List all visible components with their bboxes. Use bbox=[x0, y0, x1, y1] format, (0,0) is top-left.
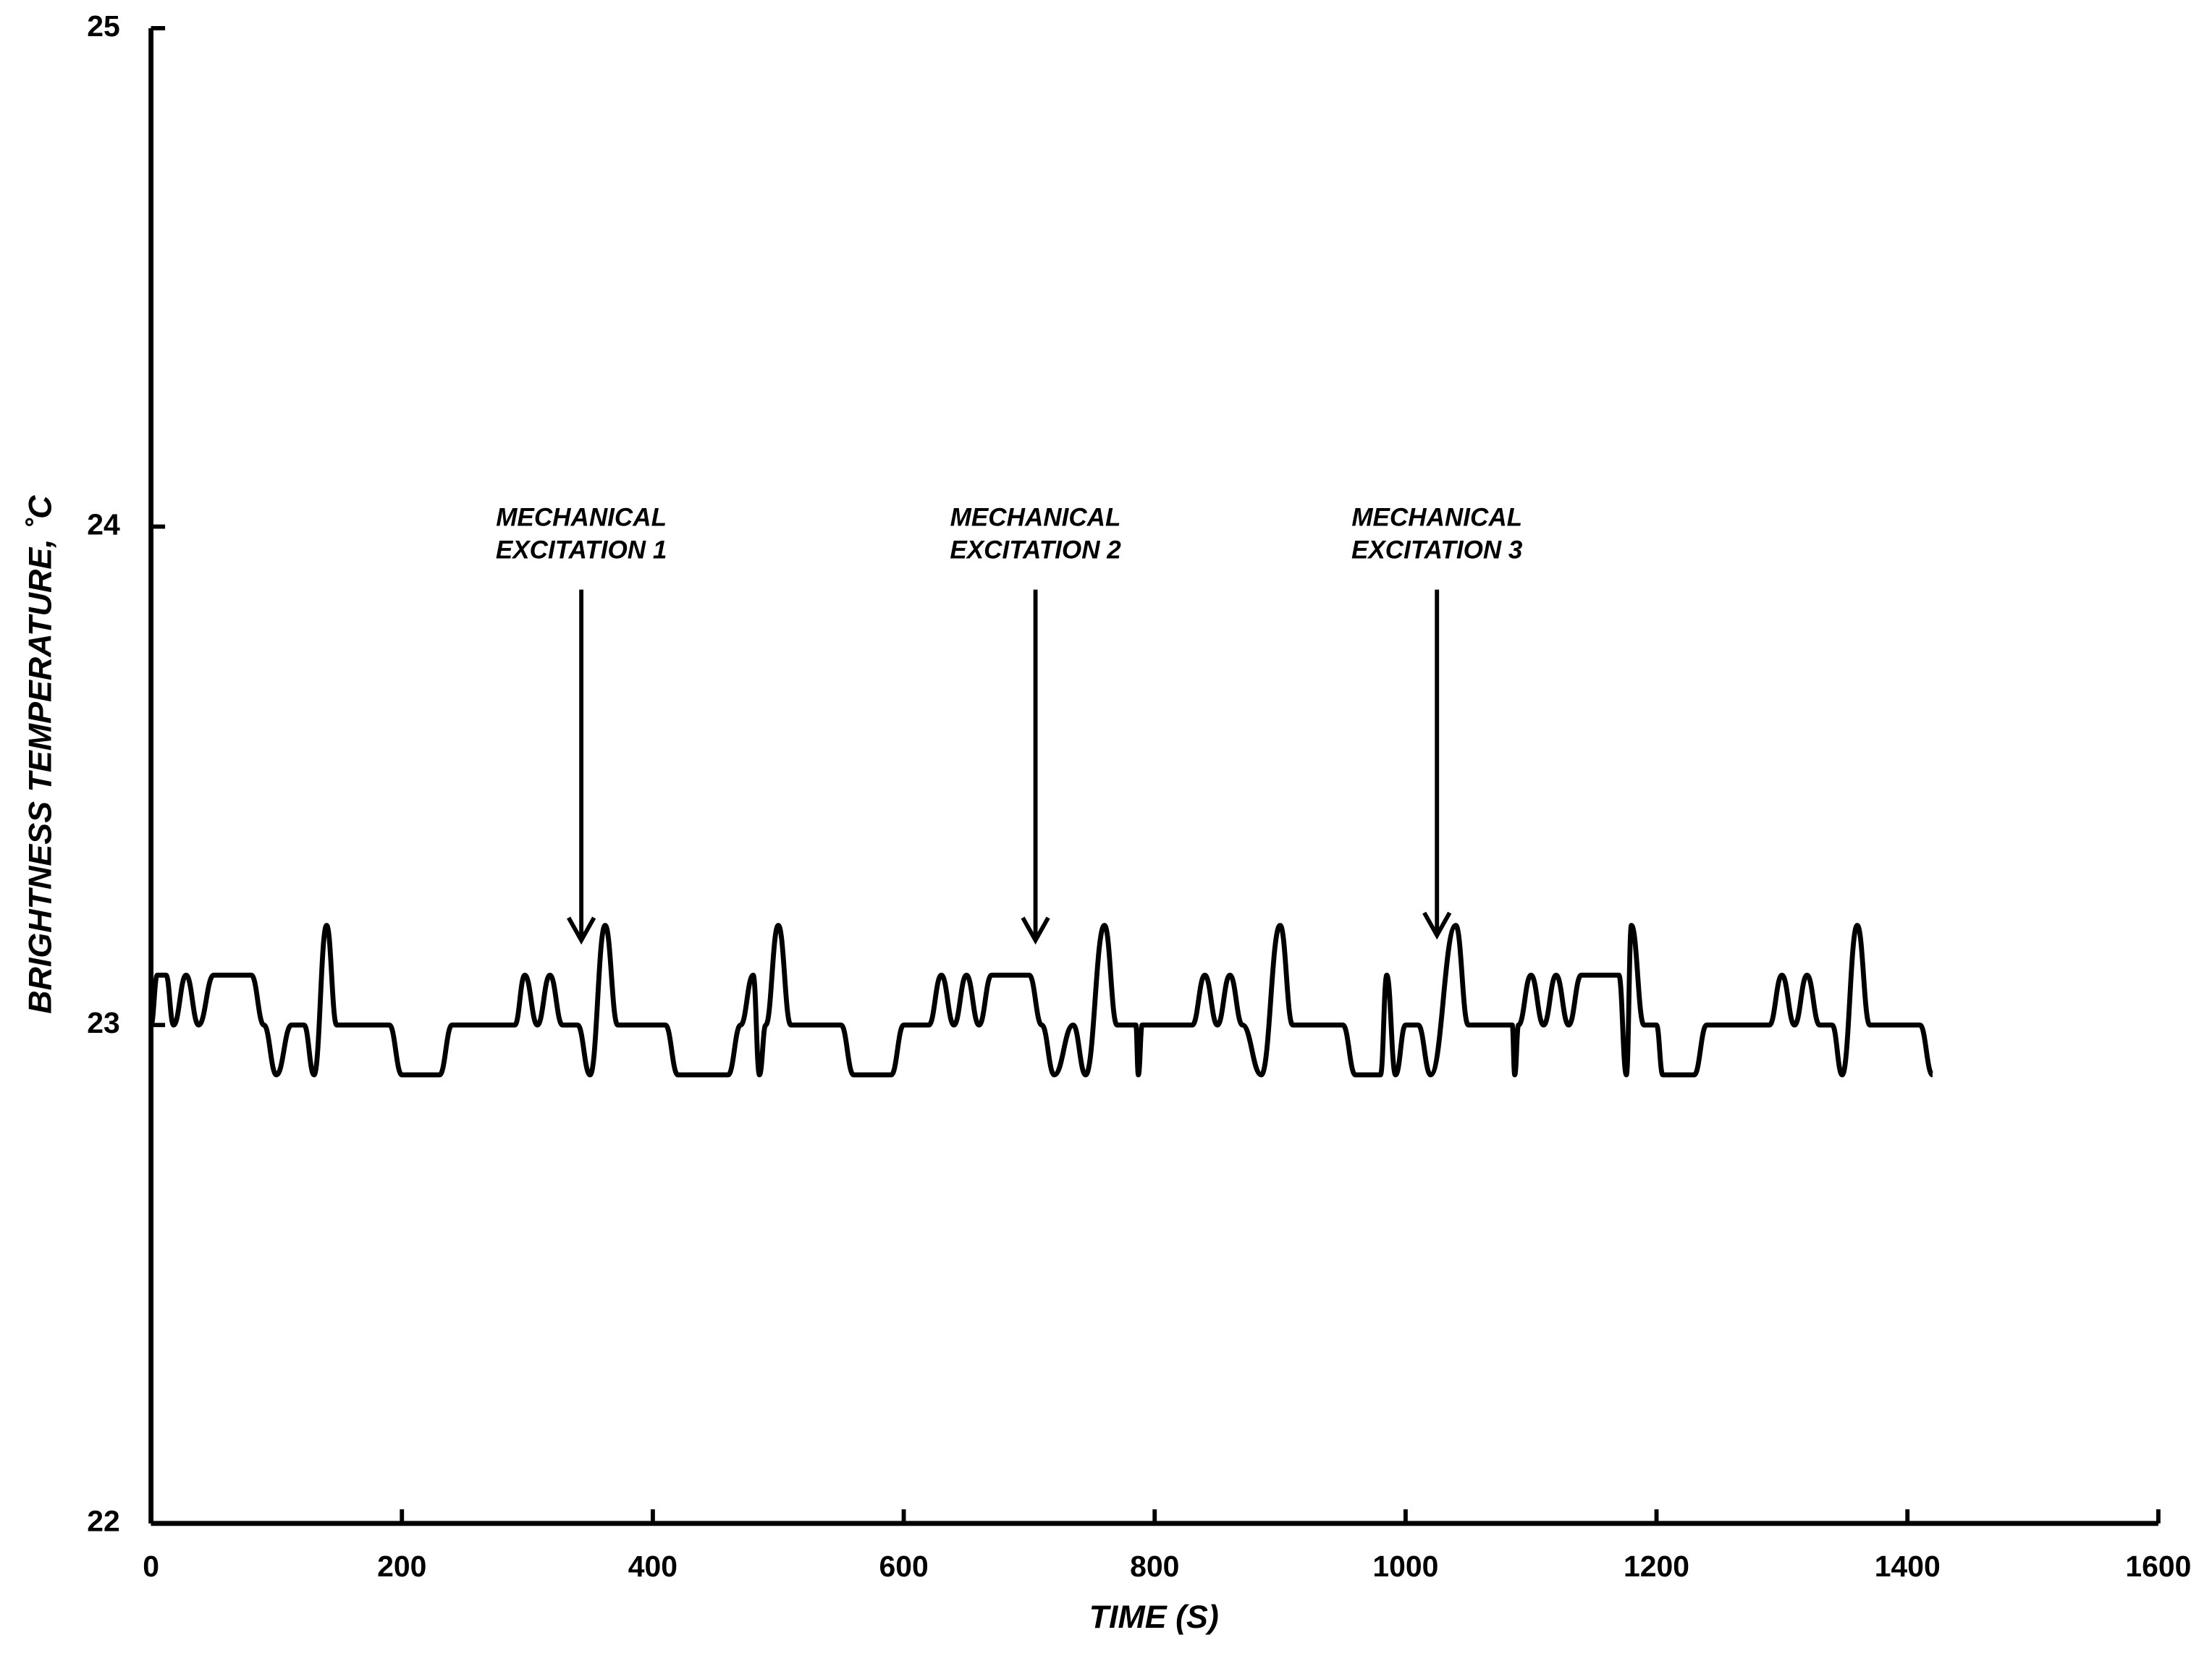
x-tick-label: 200 bbox=[377, 1550, 426, 1583]
x-tick-label: 1200 bbox=[1624, 1550, 1689, 1583]
x-tick-label: 400 bbox=[628, 1550, 677, 1583]
y-tick-label: 25 bbox=[87, 9, 120, 43]
y-tick-label: 22 bbox=[87, 1505, 120, 1538]
x-tick-label: 600 bbox=[879, 1550, 928, 1583]
arrow-head bbox=[567, 916, 596, 945]
annotation-text: MECHANICAL bbox=[1351, 503, 1522, 531]
x-axis-label: TIME (S) bbox=[1089, 1599, 1219, 1635]
y-tick-label: 23 bbox=[87, 1006, 120, 1039]
annotation-text: EXCITATION 1 bbox=[496, 536, 667, 564]
annotation-text: MECHANICAL bbox=[950, 503, 1121, 531]
arrow-head bbox=[1021, 916, 1050, 945]
x-tick-label: 1400 bbox=[1875, 1550, 1941, 1583]
y-axis-label: BRIGHTNESS TEMPERATURE, ˚C bbox=[22, 495, 58, 1014]
annotation-text: EXCITATION 3 bbox=[1351, 536, 1523, 564]
data-line bbox=[148, 923, 1936, 1078]
annotation-text: MECHANICAL bbox=[496, 503, 667, 531]
arrow-head bbox=[1422, 911, 1452, 940]
annotation-text: EXCITATION 2 bbox=[950, 536, 1121, 564]
x-tick-label: 1600 bbox=[2125, 1550, 2191, 1583]
x-tick-label: 800 bbox=[1130, 1550, 1179, 1583]
x-tick-label: 1000 bbox=[1372, 1550, 1438, 1583]
y-tick-label: 24 bbox=[87, 507, 120, 541]
x-tick-label: 0 bbox=[143, 1550, 159, 1583]
